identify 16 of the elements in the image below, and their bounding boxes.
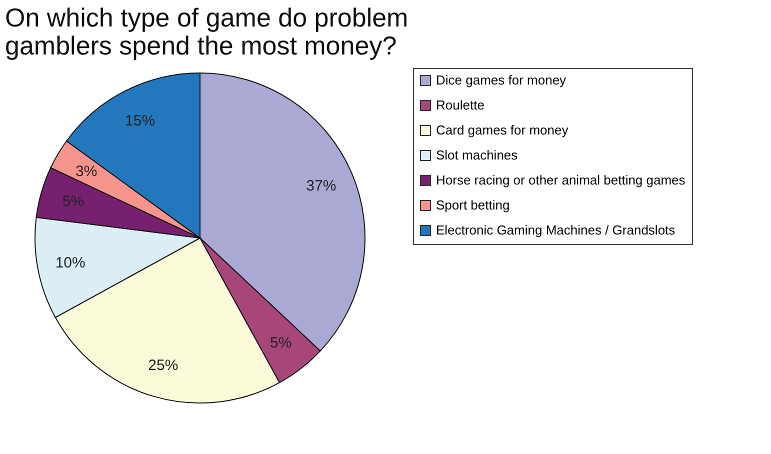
legend-label: Horse racing or other animal betting games	[436, 172, 686, 188]
legend-label: Card games for money	[436, 122, 569, 138]
data-label: 5%	[62, 193, 84, 210]
data-label: 25%	[148, 356, 178, 374]
data-label: 15%	[125, 112, 156, 130]
text: On which type of game do problem	[5, 2, 408, 32]
data-label: 10%	[55, 254, 86, 272]
legend-label: Slot machines	[436, 148, 518, 162]
legend-label: Roulette	[436, 98, 484, 112]
data-label: 3%	[76, 162, 98, 180]
data-label: 5%	[270, 334, 292, 352]
legend-label: Sport betting	[436, 198, 510, 212]
legend-label: Electronic Gaming Machines / Grandslots	[436, 222, 676, 238]
text: gamblers spend the most money?	[5, 30, 397, 60]
data-label: 37%	[306, 178, 336, 195]
legend-label: Dice games for money	[436, 72, 567, 88]
